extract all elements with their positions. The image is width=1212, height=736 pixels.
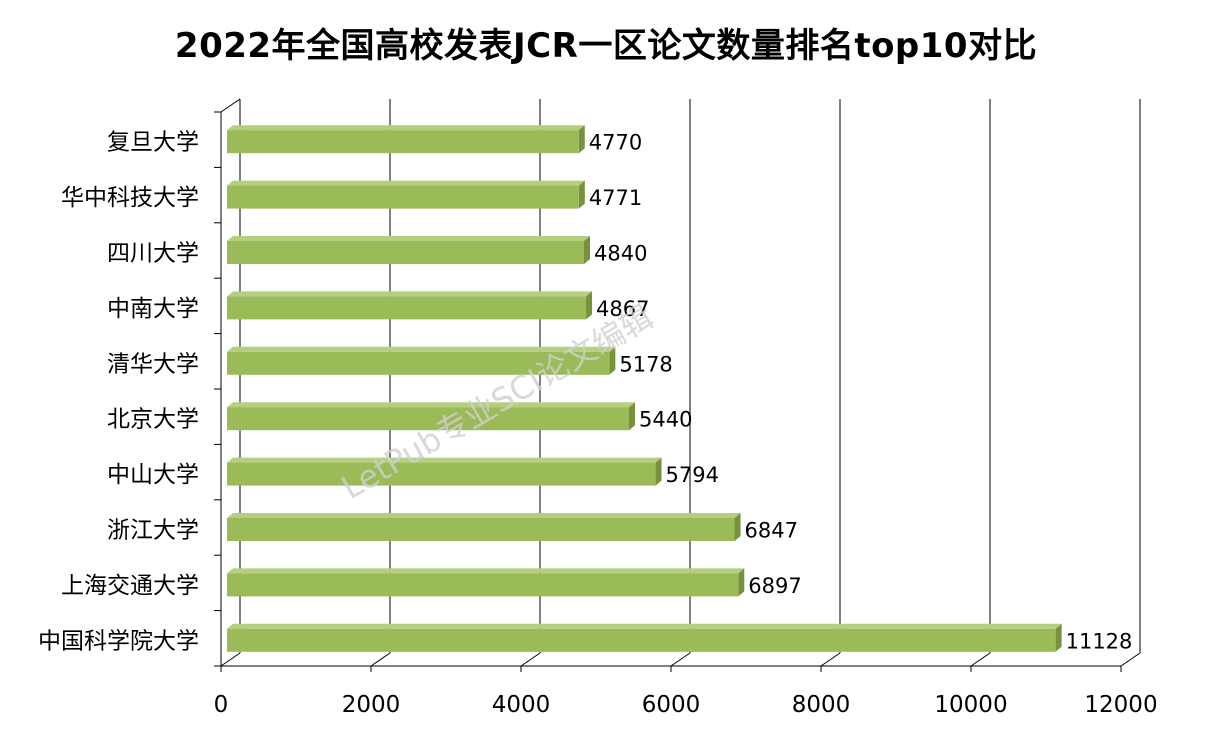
bar-end-face — [586, 291, 593, 320]
data-label: 5440 — [639, 408, 692, 432]
bars — [227, 125, 1062, 652]
left-wall-top-edge — [220, 98, 241, 113]
bar-end-face — [655, 457, 662, 486]
data-label: 11128 — [1066, 629, 1133, 653]
data-label: 4867 — [596, 297, 649, 321]
category-label: 清华大学 — [107, 351, 199, 377]
data-label: 4840 — [594, 242, 647, 266]
bar-end-face — [578, 125, 585, 154]
category-label: 中国科学院大学 — [38, 628, 199, 654]
floor-gridline — [520, 652, 541, 667]
bar-end-face — [734, 513, 741, 541]
bar — [227, 623, 1062, 652]
bar-top-face — [227, 457, 662, 463]
bar — [227, 513, 741, 541]
floor-gridline — [370, 652, 391, 667]
bar-top-face — [227, 236, 590, 241]
data-label: 5794 — [666, 463, 719, 487]
floor-gridline — [670, 652, 691, 667]
floor-gridline — [820, 652, 841, 667]
x-tick-label: 8000 — [792, 692, 851, 718]
x-tick-label: 10000 — [934, 692, 1007, 718]
bar-end-face — [1055, 623, 1062, 652]
bar-front-face — [227, 628, 1056, 652]
data-label: 5178 — [619, 352, 672, 376]
x-tick-label: 12000 — [1084, 692, 1157, 718]
bar — [227, 402, 635, 431]
category-label: 北京大学 — [107, 407, 199, 433]
category-label: 四川大学 — [107, 241, 199, 267]
data-label: 6897 — [748, 574, 801, 598]
category-label: 浙江大学 — [107, 518, 199, 544]
chart-title: 2022年全国高校发表JCR一区论文数量排名top10对比 — [174, 26, 1038, 66]
category-label: 中南大学 — [107, 296, 199, 322]
data-label: 4771 — [589, 186, 642, 210]
bar-front-face — [227, 407, 629, 431]
category-label: 中山大学 — [107, 462, 199, 488]
bar-top-face — [227, 623, 1062, 629]
bar-front-face — [227, 573, 739, 597]
x-tick-label: 6000 — [642, 692, 701, 718]
bar — [227, 180, 585, 209]
bar-front-face — [227, 130, 579, 154]
bar-end-face — [578, 180, 585, 209]
floor-gridline — [220, 652, 241, 667]
floor-gridline — [1120, 652, 1141, 667]
x-tick-label: 2000 — [342, 692, 401, 718]
category-label: 上海交通大学 — [61, 573, 199, 599]
category-label: 复旦大学 — [107, 130, 199, 156]
bar-top-face — [227, 346, 616, 352]
bar-end-face — [738, 568, 745, 597]
bar — [227, 346, 616, 375]
bar-top-face — [227, 568, 745, 574]
category-label: 华中科技大学 — [61, 185, 199, 211]
bar-front-face — [227, 296, 587, 320]
bar-top-face — [227, 402, 635, 408]
bar-front-face — [227, 185, 579, 209]
bar-front-face — [227, 241, 584, 264]
bar-top-face — [227, 180, 585, 186]
data-label: 6847 — [745, 519, 798, 543]
bar-front-face — [227, 351, 610, 375]
bar — [227, 568, 745, 597]
bar-end-face — [629, 402, 635, 431]
bar — [227, 125, 585, 154]
bar-top-face — [227, 291, 593, 297]
bar — [227, 457, 662, 486]
bar-front-face — [227, 462, 656, 486]
floor-gridline — [970, 652, 991, 667]
x-tick-label: 4000 — [492, 692, 551, 718]
bar-top-face — [227, 513, 741, 518]
x-tick-label: 0 — [214, 692, 229, 718]
bar-end-face — [609, 346, 616, 375]
labels: 0 2000 4000 6000 8000 10000 12000 复旦大学 4770 华中科技大… — [38, 130, 1158, 718]
bar-end-face — [584, 236, 590, 264]
bar — [227, 236, 590, 264]
data-label: 4770 — [589, 131, 642, 155]
bar — [227, 291, 593, 320]
bar-front-face — [227, 518, 735, 541]
bar-top-face — [227, 125, 585, 131]
